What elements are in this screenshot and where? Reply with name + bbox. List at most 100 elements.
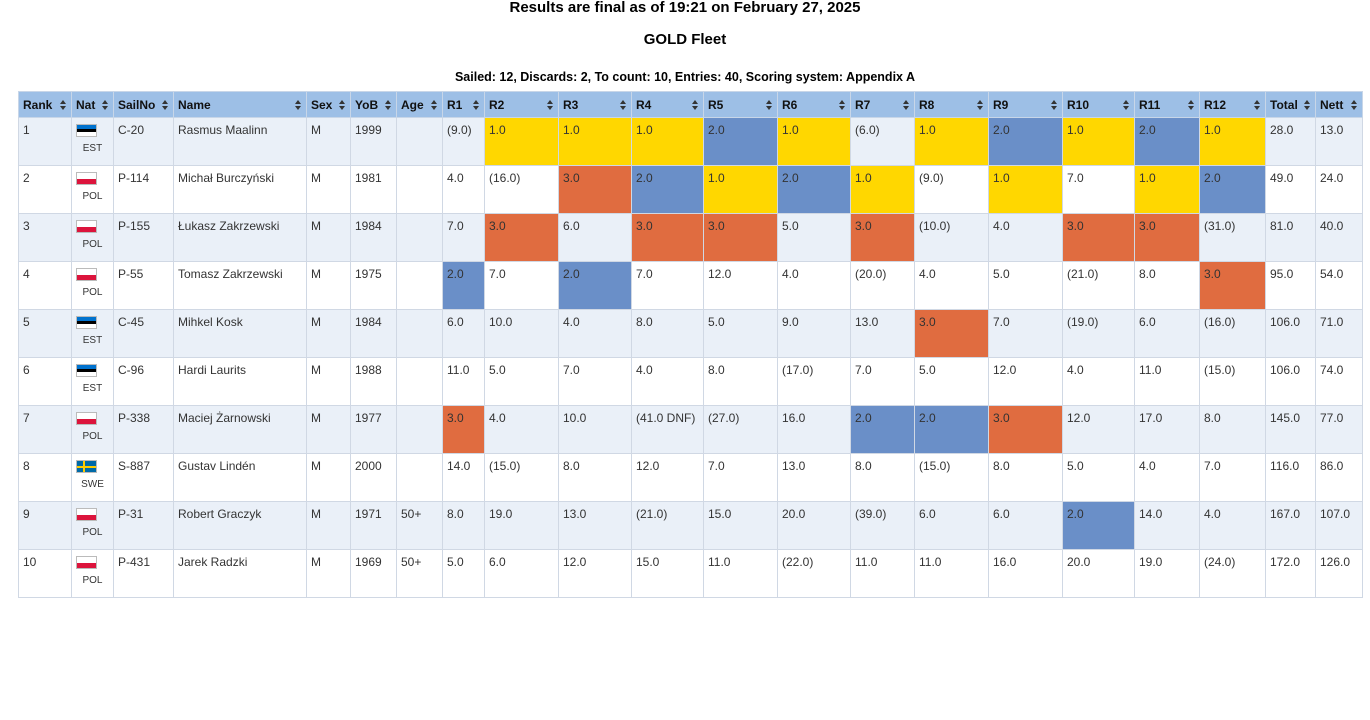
column-label: R9	[993, 97, 1009, 112]
flag-icon	[76, 508, 97, 521]
cell: 1.0	[914, 117, 989, 166]
sort-icon[interactable]	[1351, 100, 1358, 110]
sort-icon[interactable]	[839, 100, 846, 110]
sort-icon[interactable]	[1123, 100, 1130, 110]
column-header[interactable]: R1	[442, 91, 485, 118]
cell: P-155	[113, 213, 174, 262]
column-header[interactable]: R8	[914, 91, 989, 118]
column-header[interactable]: Nat	[71, 91, 114, 118]
sort-icon[interactable]	[339, 100, 346, 110]
sort-icon[interactable]	[692, 100, 699, 110]
column-header[interactable]: Rank	[18, 91, 72, 118]
cell: 2.0	[914, 405, 989, 454]
column-header[interactable]: R5	[703, 91, 778, 118]
sort-icon[interactable]	[1254, 100, 1261, 110]
cell: Tomasz Zakrzewski	[173, 261, 307, 310]
cell	[396, 405, 443, 454]
cell: 6.0	[1134, 309, 1200, 358]
sort-icon[interactable]	[473, 100, 480, 110]
cell: 12.0	[703, 261, 778, 310]
sort-icon[interactable]	[162, 100, 169, 110]
cell: (41.0 DNF)	[631, 405, 704, 454]
nation-code: EST	[82, 143, 103, 154]
column-header[interactable]: SailNo	[113, 91, 174, 118]
column-header[interactable]: R7	[850, 91, 915, 118]
column-header[interactable]: Nett	[1315, 91, 1363, 118]
sort-icon[interactable]	[977, 100, 984, 110]
cell: 6	[18, 357, 72, 406]
column-header[interactable]: R4	[631, 91, 704, 118]
cell: C-96	[113, 357, 174, 406]
cell: P-31	[113, 501, 174, 550]
cell: 71.0	[1315, 309, 1363, 358]
column-label: R4	[636, 97, 652, 112]
cell: 50+	[396, 501, 443, 550]
cell: 16.0	[777, 405, 851, 454]
nation-code: POL	[82, 527, 103, 538]
column-header[interactable]: R12	[1199, 91, 1266, 118]
series-summary: Sailed: 12, Discards: 2, To count: 10, E…	[454, 70, 916, 84]
column-header[interactable]: Age	[396, 91, 443, 118]
sort-icon[interactable]	[1188, 100, 1195, 110]
column-header[interactable]: Total	[1265, 91, 1316, 118]
column-header[interactable]: R2	[484, 91, 559, 118]
cell: 5.0	[442, 549, 485, 598]
result-row: 3 POL P-155 Łukasz Zakrzewski M 1984 7.0 3.0 6.0…	[18, 213, 1363, 262]
cell: Jarek Radzki	[173, 549, 307, 598]
cell: 1.0	[1062, 117, 1135, 166]
cell: 7.0	[850, 357, 915, 406]
cell: 1981	[350, 165, 397, 214]
cell: 14.0	[1134, 501, 1200, 550]
sort-icon[interactable]	[547, 100, 554, 110]
column-header[interactable]: R3	[558, 91, 632, 118]
cell: Rasmus Maalinn	[173, 117, 307, 166]
sort-icon[interactable]	[766, 100, 773, 110]
cell: 10	[18, 549, 72, 598]
cell: 1984	[350, 309, 397, 358]
sort-icon[interactable]	[1304, 100, 1311, 110]
cell: 2.0	[558, 261, 632, 310]
cell: 6.0	[914, 501, 989, 550]
cell: EST	[71, 357, 114, 406]
result-row: 4 POL P-55 Tomasz Zakrzewski M 1975 2.0 7.0 2.0 7…	[18, 261, 1363, 310]
column-header[interactable]: R10	[1062, 91, 1135, 118]
sort-icon[interactable]	[60, 100, 67, 110]
sort-icon[interactable]	[620, 100, 627, 110]
cell: C-45	[113, 309, 174, 358]
column-label: R5	[708, 97, 724, 112]
flag-icon	[76, 556, 97, 569]
column-header[interactable]: Sex	[306, 91, 351, 118]
cell: (15.0)	[914, 453, 989, 502]
cell: 4.0	[1199, 501, 1266, 550]
cell: 77.0	[1315, 405, 1363, 454]
sort-icon[interactable]	[431, 100, 438, 110]
column-header[interactable]: R6	[777, 91, 851, 118]
cell: (24.0)	[1199, 549, 1266, 598]
cell: 5.0	[703, 309, 778, 358]
column-header[interactable]: R9	[988, 91, 1063, 118]
result-row: 1 EST C-20 Rasmus Maalinn M 1999 (9.0) 1.0 1.0 1.…	[18, 117, 1363, 166]
cell: M	[306, 261, 351, 310]
nation-code: POL	[82, 575, 103, 586]
cell: 10.0	[558, 405, 632, 454]
column-header[interactable]: R11	[1134, 91, 1200, 118]
cell: 3.0	[850, 213, 915, 262]
sort-icon[interactable]	[385, 100, 392, 110]
cell: 3.0	[1134, 213, 1200, 262]
sort-icon[interactable]	[1051, 100, 1058, 110]
sort-icon[interactable]	[903, 100, 910, 110]
cell: EST	[71, 309, 114, 358]
column-header[interactable]: YoB	[350, 91, 397, 118]
cell: 1.0	[703, 165, 778, 214]
cell: M	[306, 309, 351, 358]
cell: 1	[18, 117, 72, 166]
cell: 2.0	[777, 165, 851, 214]
sort-icon[interactable]	[295, 100, 302, 110]
cell: P-338	[113, 405, 174, 454]
cell: 8.0	[850, 453, 915, 502]
nation-code: POL	[82, 191, 103, 202]
column-header[interactable]: Name	[173, 91, 307, 118]
sort-icon[interactable]	[102, 100, 109, 110]
cell: 49.0	[1265, 165, 1316, 214]
cell: 13.0	[1315, 117, 1363, 166]
